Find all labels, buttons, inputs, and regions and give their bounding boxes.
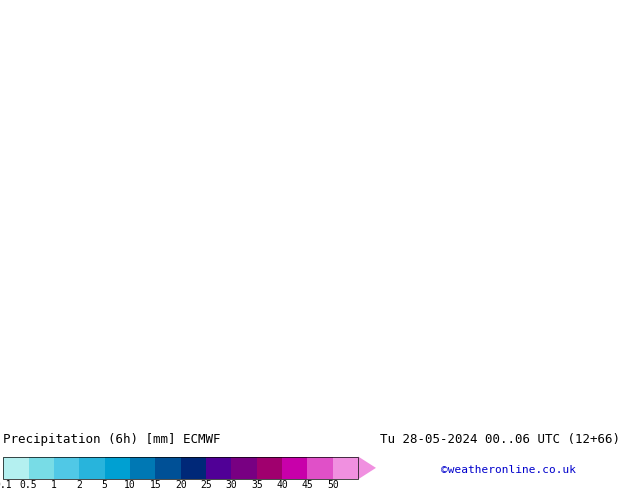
Bar xyxy=(282,457,307,479)
Bar xyxy=(181,457,206,479)
Bar xyxy=(307,457,333,479)
Bar xyxy=(231,457,257,479)
Text: 10: 10 xyxy=(124,480,136,490)
Text: 40: 40 xyxy=(276,480,288,490)
Bar xyxy=(105,457,130,479)
Text: Precipitation (6h) [mm] ECMWF: Precipitation (6h) [mm] ECMWF xyxy=(3,433,221,446)
Text: 35: 35 xyxy=(251,480,262,490)
Text: 2: 2 xyxy=(76,480,82,490)
Text: 15: 15 xyxy=(150,480,161,490)
Bar xyxy=(79,457,105,479)
Text: 30: 30 xyxy=(226,480,237,490)
Polygon shape xyxy=(358,457,376,479)
Bar xyxy=(333,457,358,479)
Bar xyxy=(206,457,231,479)
Text: 5: 5 xyxy=(101,480,108,490)
Bar xyxy=(54,457,79,479)
Bar xyxy=(3,457,358,479)
Text: 25: 25 xyxy=(200,480,212,490)
Bar xyxy=(155,457,181,479)
Text: 0.5: 0.5 xyxy=(20,480,37,490)
Bar xyxy=(3,457,29,479)
Text: 45: 45 xyxy=(302,480,313,490)
Text: 0.1: 0.1 xyxy=(0,480,12,490)
Bar xyxy=(257,457,282,479)
Bar xyxy=(29,457,54,479)
Text: 1: 1 xyxy=(51,480,57,490)
Text: Tu 28-05-2024 00..06 UTC (12+66): Tu 28-05-2024 00..06 UTC (12+66) xyxy=(380,433,621,446)
Text: 50: 50 xyxy=(327,480,339,490)
Text: ©weatheronline.co.uk: ©weatheronline.co.uk xyxy=(441,465,576,475)
Bar xyxy=(130,457,155,479)
Text: 20: 20 xyxy=(175,480,186,490)
